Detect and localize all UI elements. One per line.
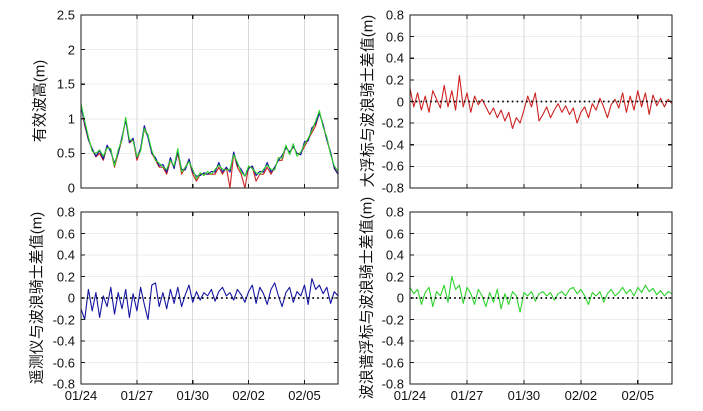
y-tick-label: 0.2 — [385, 269, 404, 284]
x-tick-label: 01/30 — [507, 388, 541, 403]
y-tick-label: 2 — [67, 42, 75, 58]
y-tick-label: -0.4 — [381, 333, 404, 349]
telemeter-diff-blue-line — [80, 278, 339, 321]
y-tick-label: -0.8 — [381, 376, 404, 392]
x-tick-label: 02/02 — [232, 388, 265, 403]
big-buoy-diff-red-line — [409, 75, 673, 130]
x-tick-label: 02/05 — [288, 388, 321, 403]
y-tick-label: -0.2 — [381, 115, 404, 131]
y-tick-label: -0.8 — [381, 180, 404, 196]
ylabel-big-buoy-diff: 大浮标与波浪骑士差值(m) — [359, 14, 377, 188]
y-tick-label: 0.2 — [385, 72, 404, 88]
ylabel-telemeter-diff: 遥测仪与波浪骑士差值(m) — [28, 211, 46, 385]
y-tick-label: 0.2 — [56, 269, 75, 284]
y-tick-label: 0.8 — [56, 204, 75, 220]
spectral-buoy-diff-green-line — [409, 275, 673, 313]
y-tick-label: 1 — [67, 111, 75, 127]
y-tick-label: -0.2 — [381, 312, 404, 327]
y-tick-label: -0.6 — [52, 355, 75, 370]
y-tick-label: 0.6 — [385, 29, 404, 45]
y-tick-label: 0.4 — [385, 247, 404, 263]
y-tick-label: 0.6 — [385, 226, 404, 241]
y-tick-label: 0.4 — [56, 247, 75, 263]
y-tick-label: 0 — [396, 290, 404, 306]
subplot-spectral-buoy-diff — [409, 211, 673, 385]
y-tick-label: 2.5 — [56, 7, 75, 23]
x-tick-label: 01/27 — [450, 388, 484, 403]
y-tick-label: 0 — [67, 180, 75, 196]
wave-height-blue-line — [80, 106, 339, 177]
y-tick-label: -0.6 — [381, 355, 404, 370]
y-tick-label: -0.6 — [381, 158, 404, 174]
x-tick-label: 01/24 — [64, 388, 98, 403]
y-tick-label: 1.5 — [56, 76, 75, 92]
subplot-wave-height — [80, 14, 339, 189]
y-tick-label: 0.5 — [56, 145, 75, 161]
y-tick-label: 0.8 — [385, 204, 404, 220]
y-tick-label: 0.4 — [385, 50, 404, 66]
y-tick-label: 0 — [396, 94, 404, 109]
axes-box — [80, 14, 339, 189]
x-tick-label: 01/27 — [120, 388, 154, 403]
subplot-big-buoy-diff — [409, 14, 673, 189]
x-tick-label: 01/30 — [176, 388, 210, 403]
y-tick-label: -0.4 — [52, 333, 75, 349]
ylabel-spectral-buoy-diff: 波浪谱浮标与波浪骑士差值(m) — [358, 196, 376, 400]
x-tick-label: 01/24 — [393, 388, 427, 403]
y-tick-label: 0.8 — [385, 7, 404, 23]
y-tick-label: 0.6 — [56, 226, 75, 241]
y-tick-label: -0.8 — [52, 376, 75, 392]
ylabel-wave-height: 有效波高(m) — [31, 59, 49, 143]
wave-height-green-line — [80, 103, 339, 180]
x-tick-label: 02/02 — [564, 388, 598, 403]
subplot-telemeter-diff — [80, 211, 339, 385]
x-tick-label: 02/05 — [621, 388, 655, 403]
y-tick-label: -0.2 — [52, 312, 75, 327]
y-tick-label: 0 — [67, 290, 75, 306]
y-tick-label: -0.4 — [381, 137, 404, 153]
